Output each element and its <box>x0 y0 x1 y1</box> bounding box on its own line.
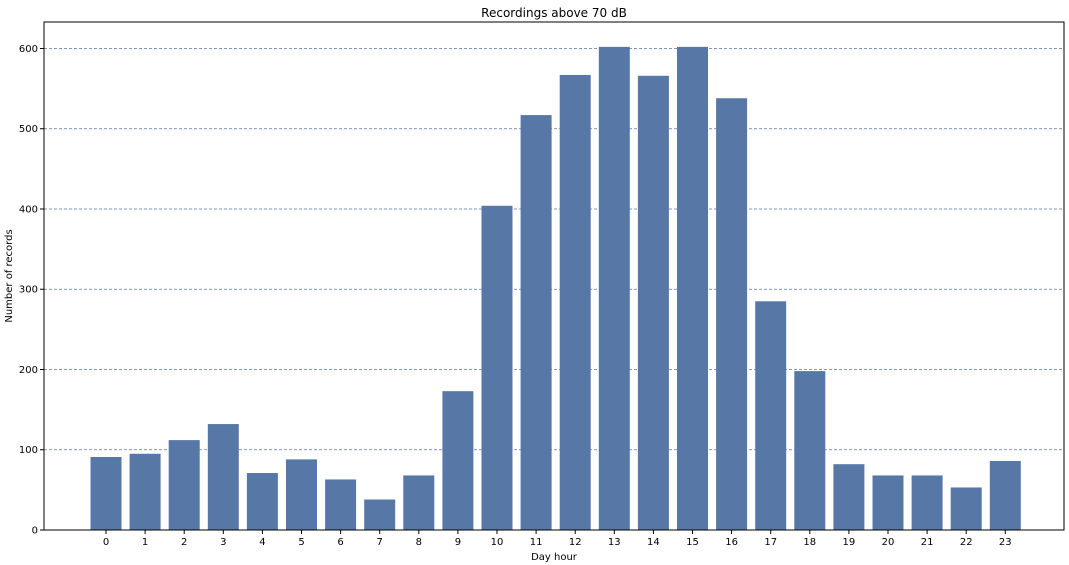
bar-hour-6 <box>325 479 357 530</box>
x-tick-label: 16 <box>725 537 738 548</box>
bar-hour-23 <box>989 460 1021 530</box>
bar-hour-22 <box>950 487 982 530</box>
x-tick-label: 19 <box>843 537 856 548</box>
bar-hour-0 <box>90 456 122 530</box>
x-tick-label: 6 <box>337 537 343 548</box>
x-tick-label: 15 <box>686 537 699 548</box>
bar-hour-14 <box>637 75 669 531</box>
x-tick-label: 8 <box>416 537 422 548</box>
bar-hour-8 <box>403 475 435 530</box>
bar-hour-18 <box>794 371 826 530</box>
y-axis-label: Number of records <box>4 229 15 322</box>
x-tick-label: 4 <box>259 537 265 548</box>
x-tick-label: 9 <box>455 537 461 548</box>
bar-hour-2 <box>168 440 200 530</box>
bar-hour-19 <box>833 464 865 530</box>
bar-hour-1 <box>129 453 161 530</box>
bar-hour-13 <box>598 46 630 530</box>
x-tick-label: 11 <box>530 537 543 548</box>
x-tick-label: 7 <box>377 537 383 548</box>
y-tick-label: 400 <box>19 204 38 215</box>
x-tick-label: 22 <box>960 537 973 548</box>
bar-layer <box>90 46 1021 531</box>
chart-title: Recordings above 70 dB <box>481 6 627 20</box>
x-tick-label: 2 <box>181 537 187 548</box>
x-tick-label: 23 <box>999 537 1012 548</box>
bar-hour-15 <box>677 46 708 530</box>
bar-hour-21 <box>911 475 943 530</box>
x-tick-label: 10 <box>491 537 504 548</box>
x-tick-label: 17 <box>764 537 777 548</box>
x-tick-label: 13 <box>608 537 621 548</box>
grid-layer <box>44 48 1064 451</box>
x-tick-label: 21 <box>921 537 934 548</box>
bar-hour-4 <box>246 473 278 530</box>
x-axis-label: Day hour <box>531 552 578 563</box>
x-tick-label: 14 <box>647 537 660 548</box>
plot-frame <box>43 21 1065 531</box>
x-tick-label: 0 <box>103 537 109 548</box>
x-tick-label: 18 <box>803 537 816 548</box>
bar-hour-16 <box>716 98 748 531</box>
bar-hour-7 <box>364 499 396 530</box>
x-tick-label: 3 <box>220 537 226 548</box>
y-tick-label: 100 <box>19 445 38 456</box>
bar-hour-12 <box>559 74 591 530</box>
y-tick-label: 500 <box>19 124 38 135</box>
x-tick-label: 20 <box>882 537 895 548</box>
x-tick-label: 5 <box>298 537 304 548</box>
y-tick-label: 0 <box>32 526 38 537</box>
x-tick-label: 1 <box>142 537 148 548</box>
x-tick-label: 12 <box>569 537 582 548</box>
bar-hour-10 <box>481 205 513 531</box>
bar-hour-3 <box>207 424 239 530</box>
y-tick-label: 600 <box>19 44 38 55</box>
bar-hour-9 <box>442 391 474 530</box>
y-tick-label: 300 <box>19 285 38 296</box>
bar-hour-11 <box>520 115 552 531</box>
y-tick-label: 200 <box>19 365 38 376</box>
bar-hour-20 <box>872 475 904 530</box>
bar-hour-5 <box>286 459 317 530</box>
bar-hour-17 <box>755 301 787 530</box>
